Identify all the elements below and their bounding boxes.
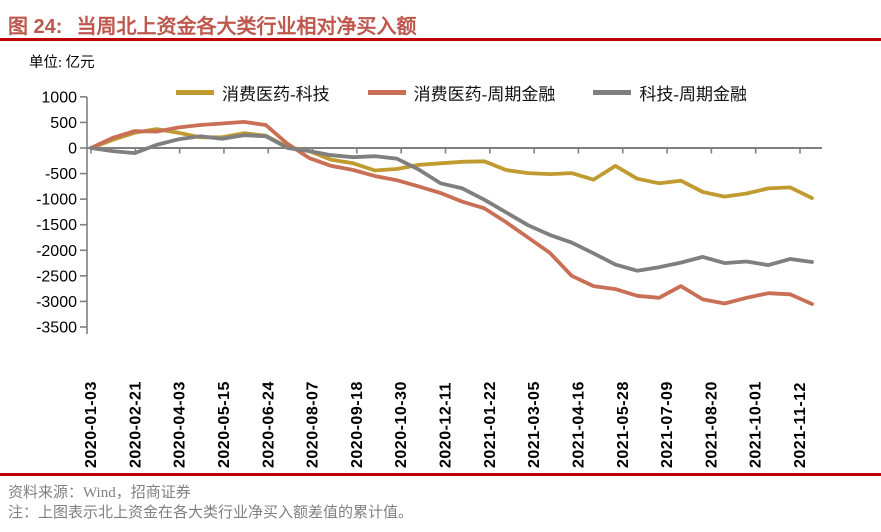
legend-label-consumer-tech: 消费医药-科技 (222, 85, 330, 104)
bottom-rule (0, 473, 881, 476)
figure-title-text: 当周北上资金各大类行业相对净买入额 (76, 16, 417, 38)
legend-swatch-consumer-cyclical (367, 90, 406, 95)
y-tick-label: -2000 (36, 243, 77, 260)
x-tick-label: 2021-11-12 (792, 382, 809, 468)
y-tick-label: -3500 (36, 319, 77, 336)
y-tick-label: -500 (45, 166, 77, 183)
x-tick-label: 2020-05-15 (216, 381, 233, 468)
x-tick-label: 2020-02-21 (127, 381, 144, 468)
source-text: 资料来源：Wind，招商证券 (8, 485, 191, 501)
legend-swatch-tech-cyclical (593, 90, 632, 95)
title-underline (0, 38, 881, 41)
y-tick-label: -1000 (36, 192, 77, 209)
x-tick-label: 2020-01-03 (83, 381, 100, 468)
x-tick-label: 2021-07-09 (659, 381, 676, 468)
x-tick-label: 2021-10-01 (748, 381, 765, 468)
figure-title: 图 24: 当周北上资金各大类行业相对净买入额 (8, 10, 416, 39)
x-tick-label: 2020-09-18 (349, 381, 366, 468)
series-line-2 (89, 133, 814, 273)
unit-label: 单位: 亿元 (29, 55, 95, 71)
x-tick-label: 2021-04-16 (570, 381, 587, 468)
x-tick-label: 2021-03-05 (526, 381, 543, 468)
x-tick-label: 2020-06-24 (260, 381, 277, 468)
x-tick-label: 2021-05-28 (615, 381, 632, 468)
figure-number: 图 24: (8, 16, 63, 38)
y-tick-label: 500 (50, 115, 77, 132)
legend-item-consumer-tech: 消费医药-科技 (176, 80, 330, 105)
y-tick-label: -3000 (36, 294, 77, 311)
legend-label-tech-cyclical: 科技-周期金融 (639, 85, 748, 104)
x-tick-label: 2020-08-07 (305, 381, 322, 468)
series-line-1 (89, 119, 814, 306)
legend: 消费医药-科技 消费医药-周期金融 科技-周期金融 (176, 80, 747, 105)
y-tick-label: -2500 (36, 268, 77, 285)
y-tick-label: -1500 (36, 217, 77, 234)
y-tick-label: 1000 (41, 90, 77, 106)
x-tick-label: 2020-12-11 (438, 382, 455, 468)
note-text: 注：上图表示北上资金在各大类行业净买入额差值的累计值。 (8, 505, 414, 521)
legend-item-consumer-cyclical: 消费医药-周期金融 (367, 80, 556, 105)
x-tick-label: 2021-01-22 (482, 381, 499, 468)
x-tick-label: 2021-08-20 (703, 381, 720, 468)
legend-item-tech-cyclical: 科技-周期金融 (593, 80, 747, 105)
y-tick-label: 0 (68, 141, 77, 158)
x-tick-label: 2020-04-03 (172, 381, 189, 468)
x-tick-label: 2020-10-30 (393, 381, 410, 468)
line-chart: 1000 500 0 -500 -1000 -1500 -2000 -2500 -3000 -35… (36, 90, 822, 468)
legend-label-consumer-cyclical: 消费医药-周期金融 (413, 85, 556, 104)
legend-swatch-consumer-tech (176, 90, 214, 95)
